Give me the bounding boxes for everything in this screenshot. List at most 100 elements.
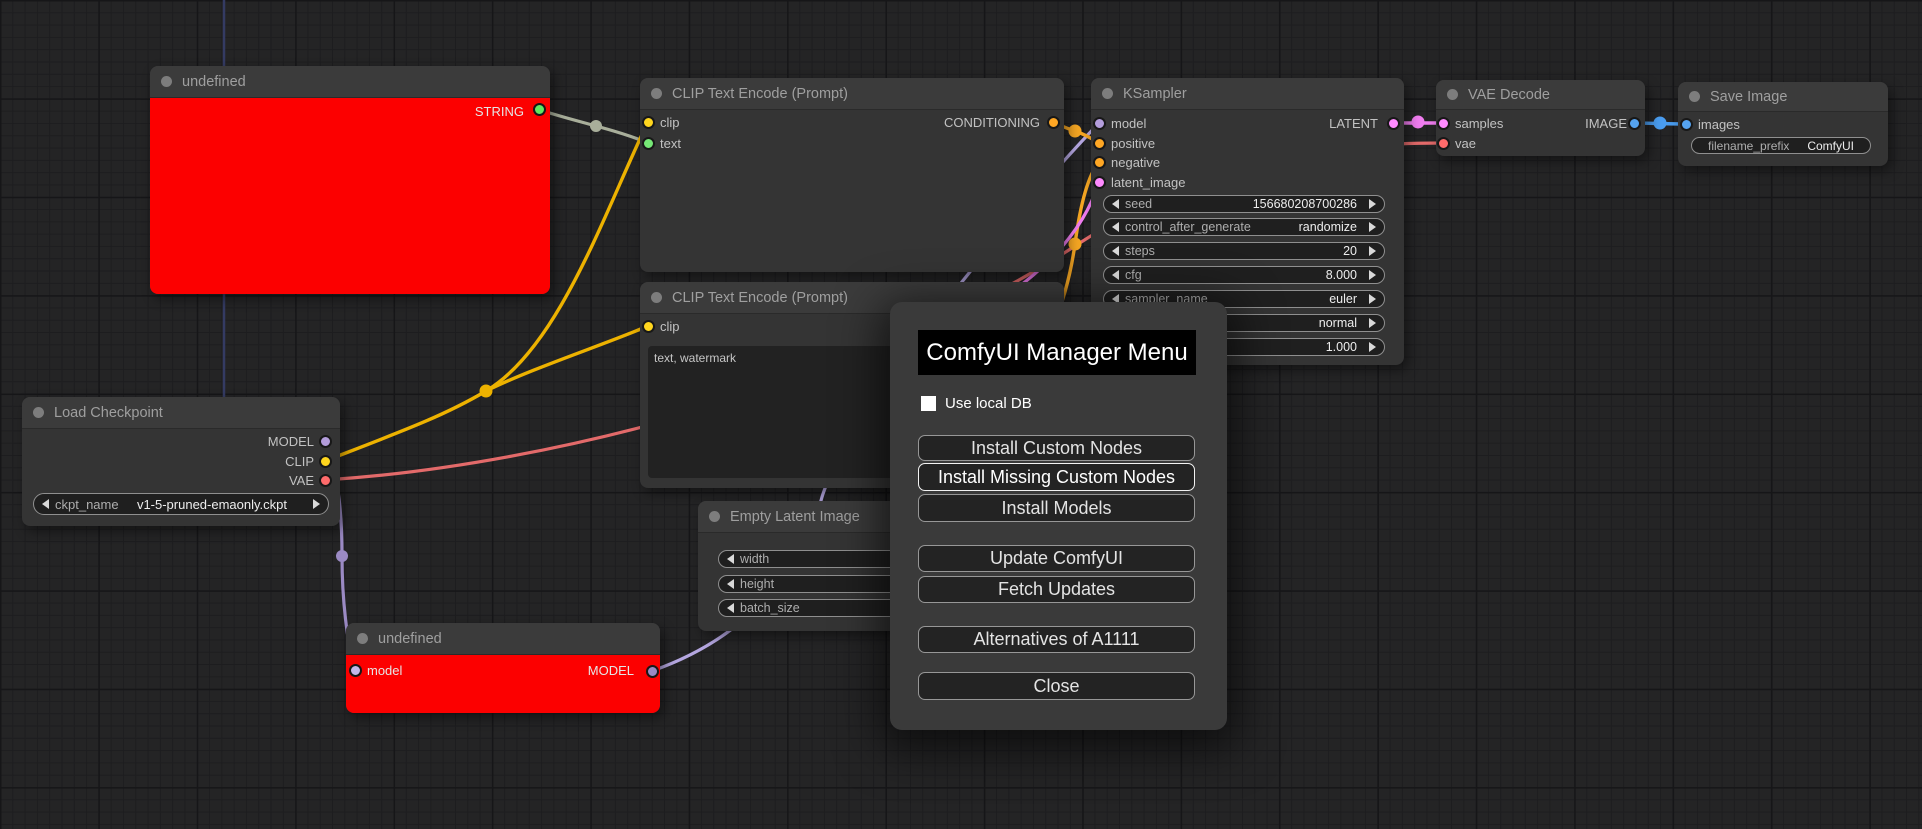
output-port-image[interactable]	[1627, 116, 1641, 130]
node-header[interactable]: KSampler	[1091, 78, 1404, 110]
error-node-body	[150, 98, 550, 294]
output-port-string[interactable]	[533, 103, 546, 116]
install-models-button[interactable]: Install Models	[918, 494, 1195, 522]
increment-icon[interactable]	[1369, 222, 1376, 232]
increment-icon[interactable]	[1369, 199, 1376, 209]
alternatives-of-a1111-button[interactable]: Alternatives of A1111	[918, 626, 1195, 653]
decrement-icon[interactable]	[1112, 199, 1119, 209]
input-port-negative[interactable]	[1092, 155, 1106, 169]
decrement-icon[interactable]	[1112, 294, 1119, 304]
decrement-icon[interactable]	[1112, 246, 1119, 256]
input-port-clip[interactable]	[641, 115, 655, 129]
node-undefined-top[interactable]: undefined STRING	[150, 66, 550, 294]
wire-clip-to-clip1	[324, 121, 650, 463]
widget-control-after-generate[interactable]: control_after_generate randomize	[1103, 218, 1385, 236]
node-collapse-dot[interactable]	[161, 76, 172, 87]
decrement-icon[interactable]	[727, 603, 734, 613]
node-collapse-dot[interactable]	[1689, 91, 1700, 102]
node-header[interactable]: Load Checkpoint	[22, 397, 340, 429]
input-label-vae: vae	[1455, 136, 1476, 151]
decrement-icon[interactable]	[727, 554, 734, 564]
node-collapse-dot[interactable]	[709, 511, 720, 522]
node-collapse-dot[interactable]	[651, 88, 662, 99]
decrement-icon[interactable]	[42, 499, 49, 509]
widget-value: euler	[1329, 292, 1357, 306]
node-header[interactable]: undefined	[346, 623, 660, 655]
increment-icon[interactable]	[1369, 318, 1376, 328]
increment-icon[interactable]	[1369, 342, 1376, 352]
input-port-model[interactable]	[348, 663, 362, 677]
node-title: undefined	[182, 73, 246, 90]
input-label-model: model	[367, 663, 403, 678]
output-port-model[interactable]	[318, 434, 332, 448]
input-port-model[interactable]	[1092, 116, 1106, 130]
output-port-latent[interactable]	[1386, 116, 1400, 130]
reroute-dot-model[interactable]	[336, 550, 348, 562]
node-vae-decode[interactable]: VAE Decode samples vae IMAGE	[1436, 80, 1645, 156]
input-label-positive: positive	[1111, 136, 1156, 151]
input-port-samples[interactable]	[1436, 116, 1450, 130]
node-title: VAE Decode	[1468, 86, 1550, 103]
widget-steps[interactable]: steps 20	[1103, 242, 1385, 260]
input-port-images[interactable]	[1679, 117, 1693, 131]
reroute-dot-latent[interactable]	[1411, 115, 1425, 129]
output-port-clip[interactable]	[318, 454, 332, 468]
input-label-latent-image: latent_image	[1111, 175, 1186, 190]
widget-value: 8.000	[1325, 268, 1357, 282]
increment-icon[interactable]	[1369, 246, 1376, 256]
reroute-dot-negative[interactable]	[1068, 237, 1082, 251]
decrement-icon[interactable]	[1112, 222, 1119, 232]
decrement-icon[interactable]	[1112, 270, 1119, 280]
output-label-image: IMAGE	[1585, 116, 1627, 131]
node-collapse-dot[interactable]	[1447, 89, 1458, 100]
output-port-vae[interactable]	[318, 473, 332, 487]
output-port-model[interactable]	[645, 664, 659, 678]
input-port-positive[interactable]	[1092, 136, 1106, 150]
node-title: KSampler	[1123, 85, 1187, 102]
node-collapse-dot[interactable]	[33, 407, 44, 418]
input-port-clip[interactable]	[641, 319, 655, 333]
widget-filename-prefix[interactable]: filename_prefix ComfyUI	[1691, 137, 1871, 154]
close-button[interactable]: Close	[918, 672, 1195, 700]
update-comfyui-button[interactable]: Update ComfyUI	[918, 545, 1195, 572]
output-label-conditioning: CONDITIONING	[943, 115, 1040, 130]
reroute-dot-image[interactable]	[1653, 116, 1667, 130]
output-label-latent: LATENT	[1329, 116, 1378, 131]
decrement-icon[interactable]	[727, 579, 734, 589]
node-collapse-dot[interactable]	[651, 292, 662, 303]
node-clip-text-encode-1[interactable]: CLIP Text Encode (Prompt) clip text COND…	[640, 78, 1064, 272]
node-undefined-bottom[interactable]: undefined model MODEL	[346, 623, 660, 713]
reroute-dot-positive[interactable]	[1068, 124, 1082, 138]
node-header[interactable]: undefined	[150, 66, 550, 98]
node-header[interactable]: VAE Decode	[1436, 80, 1645, 110]
increment-icon[interactable]	[1369, 294, 1376, 304]
output-port-conditioning[interactable]	[1046, 115, 1060, 129]
fetch-updates-button[interactable]: Fetch Updates	[918, 576, 1195, 603]
widget-value: randomize	[1298, 220, 1357, 234]
node-load-checkpoint[interactable]: Load Checkpoint MODEL CLIP VAE ckpt_name…	[22, 397, 340, 526]
widget-cfg[interactable]: cfg 8.000	[1103, 266, 1385, 284]
input-label-text: text	[660, 136, 681, 151]
widget-label: control_after_generate	[1125, 220, 1251, 234]
install-custom-nodes-button[interactable]: Install Custom Nodes	[918, 435, 1195, 461]
input-port-text[interactable]	[641, 136, 655, 150]
install-missing-custom-nodes-button[interactable]: Install Missing Custom Nodes	[918, 463, 1195, 491]
reroute-dot-string[interactable]	[590, 120, 602, 132]
input-port-vae[interactable]	[1436, 136, 1450, 150]
node-header[interactable]: Save Image	[1678, 82, 1888, 112]
node-collapse-dot[interactable]	[357, 633, 368, 644]
node-header[interactable]: CLIP Text Encode (Prompt)	[640, 78, 1064, 110]
widget-seed[interactable]: seed 156680208700286	[1103, 195, 1385, 213]
use-local-db-checkbox[interactable]	[921, 396, 936, 411]
node-save-image[interactable]: Save Image images filename_prefix ComfyU…	[1678, 82, 1888, 166]
increment-icon[interactable]	[1369, 270, 1376, 280]
comfyui-manager-dialog: ComfyUI Manager Menu Use local DB Instal…	[890, 302, 1227, 730]
reroute-dot-clip[interactable]	[479, 384, 493, 398]
increment-icon[interactable]	[313, 499, 320, 509]
widget-value: normal	[1318, 316, 1357, 330]
widget-ckpt-name[interactable]: ckpt_name v1-5-pruned-emaonly.ckpt	[33, 493, 329, 515]
use-local-db-row[interactable]: Use local DB	[921, 395, 1032, 412]
node-collapse-dot[interactable]	[1102, 88, 1113, 99]
input-port-latent-image[interactable]	[1092, 175, 1106, 189]
